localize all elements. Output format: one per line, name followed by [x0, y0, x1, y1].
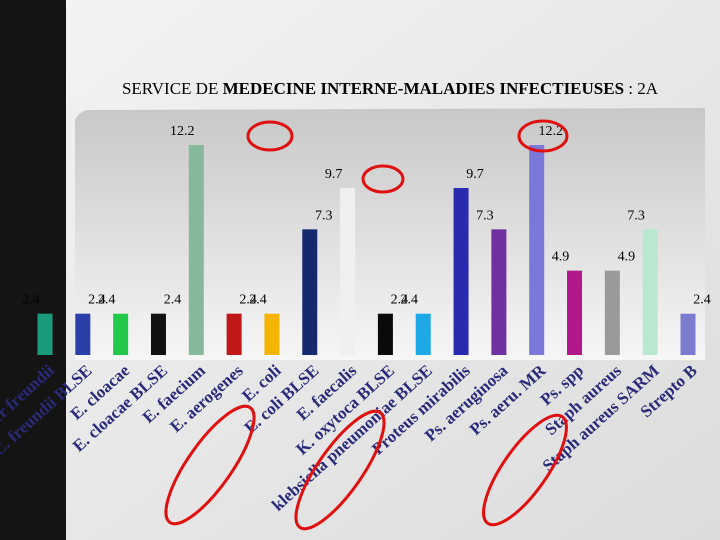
value-label: 12.2 [538, 124, 563, 139]
value-label: 2.4 [98, 293, 116, 308]
value-label: 2.4 [22, 293, 40, 308]
chart-title: SERVICE DE MEDECINE INTERNE-MALADIES INF… [122, 79, 659, 98]
bar [226, 313, 242, 355]
value-label: 2.4 [400, 293, 418, 308]
circle-annotation [294, 409, 386, 531]
bar [415, 313, 431, 355]
bar [302, 229, 318, 355]
value-label: 2.4 [88, 293, 106, 308]
bar [340, 188, 356, 355]
plot-area [75, 108, 705, 360]
bar [188, 145, 204, 355]
value-label: 4.9 [552, 250, 570, 265]
bar [150, 313, 166, 355]
bar [604, 270, 620, 355]
value-label: 7.3 [627, 208, 645, 223]
circle-annotation [164, 404, 256, 526]
value-label: 4.9 [618, 250, 636, 265]
circle-annotation [482, 413, 568, 527]
bar [567, 270, 583, 355]
circle-annotation [246, 120, 294, 152]
title-part: MEDECINE INTERNE-MALADIES INFECTIEUSES [223, 79, 624, 98]
circle-annotation [361, 164, 405, 194]
bar [37, 313, 53, 355]
side-band [0, 0, 66, 540]
bar [529, 145, 545, 355]
bar [680, 313, 696, 355]
bar [113, 313, 129, 355]
value-label: 2.4 [239, 293, 257, 308]
title-part: SERVICE DE [122, 79, 223, 98]
bar [453, 188, 469, 355]
bar [491, 229, 507, 355]
value-label: 9.7 [466, 167, 484, 182]
value-label: 2.4 [391, 293, 409, 308]
circle-annotation [517, 119, 569, 153]
value-label: 9.7 [325, 167, 343, 182]
bar [264, 313, 280, 355]
title-part: : 2A [624, 79, 659, 98]
bar [377, 313, 393, 355]
value-label: 2.4 [164, 293, 182, 308]
value-label: 7.3 [315, 208, 333, 223]
value-label: 2.4 [249, 293, 267, 308]
annotations [164, 119, 569, 531]
value-label: 7.3 [476, 208, 494, 223]
value-label: 2.4 [693, 293, 711, 308]
value-label: 12.2 [170, 124, 195, 139]
bar [642, 229, 658, 355]
bar [75, 313, 91, 355]
